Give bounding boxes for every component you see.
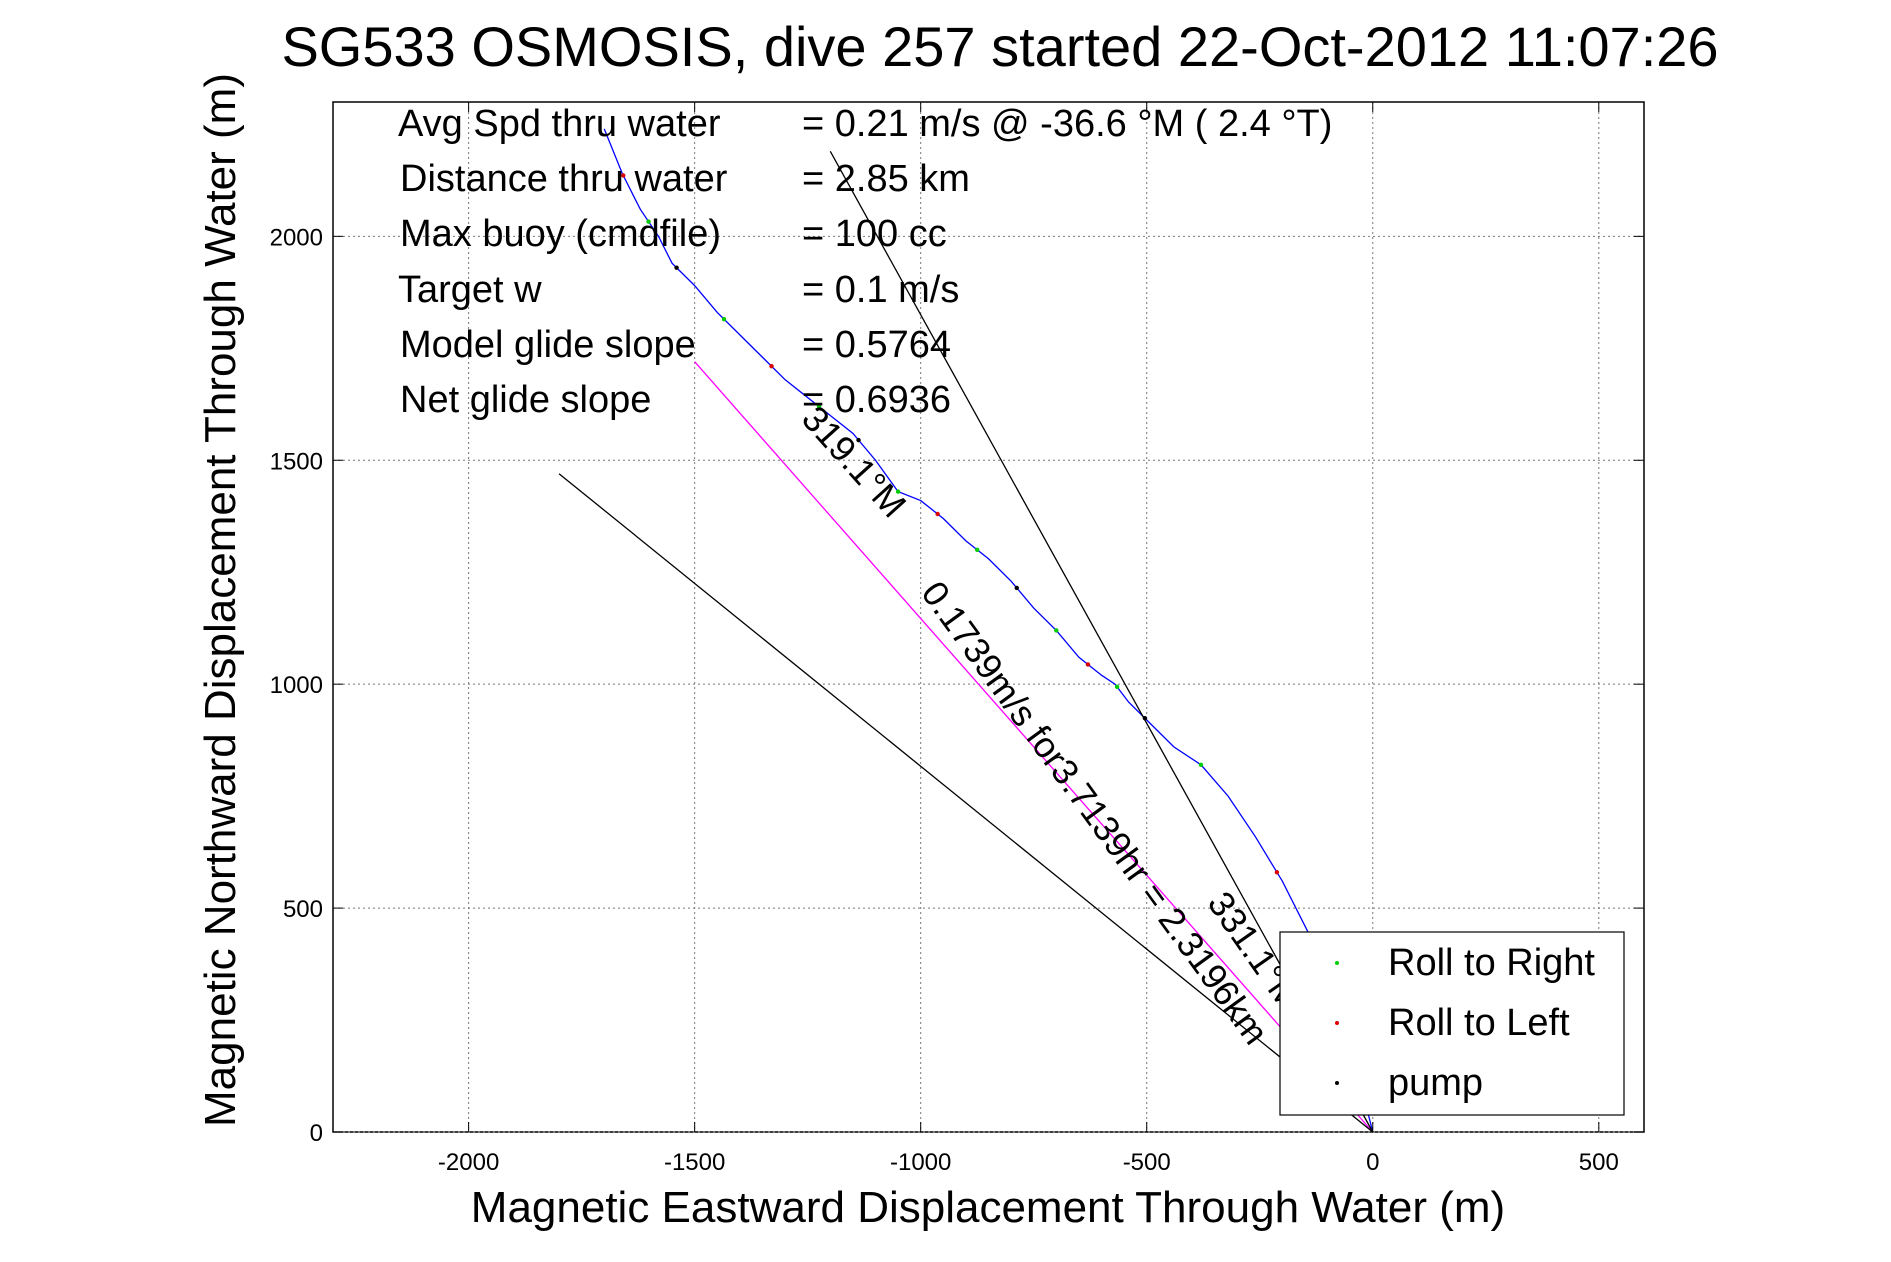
roll-marker [816, 404, 822, 409]
x-tick-label: 500 [1579, 1149, 1619, 1176]
y-tick-label: 500 [283, 896, 323, 923]
roll-marker [1114, 684, 1120, 690]
legend-marker-roll-right [1335, 961, 1339, 965]
stat-label: Net glide slope [400, 379, 651, 421]
roll-marker [895, 489, 901, 494]
x-axis-label: Magnetic Eastward Displacement Through W… [471, 1183, 1505, 1232]
stat-label: Distance thru water [400, 158, 728, 200]
stat-value: = 0.5764 [802, 324, 951, 366]
roll-marker [974, 547, 980, 553]
roll-marker [1085, 662, 1091, 667]
stat-value: = 0.21 m/s @ -36.6 °M ( 2.4 °T) [802, 103, 1332, 145]
roll-marker [769, 364, 774, 369]
roll-marker [935, 511, 940, 517]
y-axis-label: Magnetic Northward Displacement Through … [196, 73, 245, 1127]
roll-marker [1054, 628, 1059, 633]
plot-area: -2000 -1500 -1000 -500 0 500 0 500 1000 1500 2000 [270, 101, 1645, 1176]
stats-block: Avg Spd thru water = 0.21 m/s @ -36.6 °M… [398, 103, 1332, 421]
x-tick-label: -1500 [664, 1149, 725, 1176]
stat-value: = 2.85 km [802, 158, 970, 200]
x-axis-ticks: -2000 -1500 -1000 -500 0 500 [438, 102, 1619, 1176]
x-tick-label: -500 [1123, 1149, 1171, 1176]
stat-value: = 0.1 m/s [802, 269, 959, 311]
stat-label: Target w [398, 269, 542, 311]
y-tick-label: 1500 [270, 448, 323, 475]
stat-value: = 100 cc [802, 213, 947, 255]
stat-label: Avg Spd thru water [398, 103, 721, 145]
x-tick-label: -2000 [438, 1149, 499, 1176]
stat-label: Max buoy (cmdfile) [400, 213, 721, 255]
legend-marker-pump [1335, 1081, 1339, 1085]
y-tick-label: 2000 [270, 224, 323, 251]
series-line [694, 361, 1374, 1133]
legend-marker-roll-left [1335, 1021, 1339, 1025]
roll-marker [721, 316, 727, 322]
y-tick-label: 1000 [270, 672, 323, 699]
markers-layer [621, 173, 1345, 1014]
x-tick-label: 0 [1366, 1149, 1379, 1176]
grid-lines [333, 102, 1644, 1133]
roll-marker [1274, 870, 1280, 875]
roll-marker [1014, 585, 1019, 591]
series-line [558, 473, 1374, 1133]
chart-title: SG533 OSMOSIS, dive 257 started 22-Oct-2… [281, 15, 1718, 78]
roll-marker [856, 437, 861, 443]
legend-label-roll-left: Roll to Left [1388, 1002, 1570, 1044]
y-tick-label: 0 [310, 1120, 323, 1147]
roll-marker [646, 219, 651, 224]
roll-marker [621, 173, 626, 178]
legend-label-roll-right: Roll to Right [1388, 942, 1595, 984]
x-tick-label: -1000 [890, 1149, 951, 1176]
roll-marker [1142, 716, 1148, 721]
stat-value: = 0.6936 [802, 379, 951, 421]
legend-label-pump: pump [1388, 1062, 1483, 1104]
roll-marker [1198, 762, 1204, 767]
roll-marker [674, 265, 679, 270]
y-axis-ticks: 0 500 1000 1500 2000 [270, 224, 1644, 1147]
legend: Roll to Right Roll to Left pump [1279, 931, 1625, 1116]
stat-label: Model glide slope [400, 324, 696, 366]
